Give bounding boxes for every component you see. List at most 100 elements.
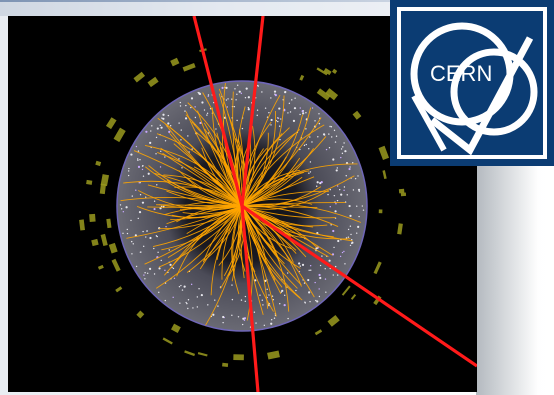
hit-point <box>155 136 158 139</box>
particle-track <box>170 205 243 268</box>
hit-point <box>309 265 312 267</box>
hit-point <box>168 130 171 133</box>
hit-point <box>299 265 302 267</box>
hit-point <box>343 186 346 188</box>
hit-point <box>324 278 327 280</box>
hit-point <box>256 114 258 117</box>
particle-track <box>241 205 290 312</box>
hit-point <box>126 232 129 235</box>
hit-point <box>316 300 319 303</box>
hit-point <box>162 113 165 116</box>
hit-point <box>268 294 270 296</box>
hit-point <box>279 303 281 305</box>
hit-point <box>142 245 145 248</box>
hit-point <box>145 130 148 133</box>
hit-point <box>309 161 312 163</box>
hit-point <box>157 251 159 254</box>
particle-track <box>241 107 312 207</box>
particle-track <box>241 203 362 223</box>
hit-point <box>270 319 273 321</box>
hit-point <box>151 125 153 127</box>
hit-point <box>318 288 320 290</box>
calorimeter-deposit <box>327 314 340 327</box>
calorimeter-deposit <box>352 110 362 120</box>
hit-point <box>294 97 296 99</box>
hit-point <box>131 253 133 255</box>
hit-point <box>281 289 284 292</box>
hit-point <box>299 148 301 151</box>
calorimeter-deposit <box>184 350 196 357</box>
hit-point <box>244 295 247 298</box>
calorimeter-deposit <box>170 57 180 67</box>
hit-point <box>207 95 209 97</box>
calorimeter-deposit <box>113 127 126 143</box>
hit-point <box>276 117 279 119</box>
hit-point <box>321 255 323 257</box>
hit-point <box>140 251 142 253</box>
hit-point <box>226 106 228 108</box>
hit-point <box>264 279 267 282</box>
hit-point <box>278 125 281 127</box>
hit-point <box>238 90 241 93</box>
particle-track <box>164 205 243 276</box>
hit-point <box>206 112 209 115</box>
hit-point <box>180 129 182 131</box>
hit-point <box>324 268 326 270</box>
hit-point <box>259 294 261 296</box>
particle-track <box>167 205 243 259</box>
hit-point <box>247 96 250 99</box>
hit-point <box>212 313 215 316</box>
hit-point <box>165 226 167 228</box>
hit-point <box>287 317 289 320</box>
hit-point <box>161 117 163 119</box>
hit-point <box>288 102 291 105</box>
hit-point <box>362 209 365 211</box>
hit-point <box>184 117 188 120</box>
hit-point <box>318 113 320 115</box>
hit-point <box>184 110 186 112</box>
hit-point <box>357 188 361 191</box>
hit-point <box>122 211 125 213</box>
hit-point <box>241 323 244 326</box>
particle-track <box>241 132 269 207</box>
hit-point <box>141 201 145 204</box>
hit-point <box>237 316 240 318</box>
hit-point <box>320 181 323 184</box>
hit-point <box>138 182 140 184</box>
hit-point <box>286 272 289 274</box>
hit-point <box>345 237 348 239</box>
particle-track <box>123 180 243 207</box>
hit-point <box>284 294 286 297</box>
hit-point <box>335 203 337 205</box>
hit-point <box>329 125 331 128</box>
hit-point <box>253 311 256 313</box>
hit-point <box>318 295 321 298</box>
hit-point <box>185 104 187 107</box>
hit-point <box>200 293 203 297</box>
calorimeter-deposit <box>162 337 173 345</box>
hit-point <box>266 288 268 290</box>
hit-point <box>203 109 206 111</box>
hit-point <box>307 278 310 282</box>
hit-point <box>343 250 345 253</box>
hit-point <box>305 112 307 114</box>
hit-point <box>139 194 142 196</box>
hit-point <box>145 236 147 238</box>
hit-point <box>150 130 152 132</box>
particle-track <box>174 186 243 207</box>
hit-point <box>342 146 344 148</box>
hit-point <box>317 136 319 138</box>
hit-point <box>302 112 305 115</box>
hit-point <box>141 168 144 171</box>
calorimeter-deposit <box>316 67 328 76</box>
hit-point <box>309 171 312 173</box>
hit-point <box>319 276 322 280</box>
hit-point <box>341 251 344 254</box>
hit-point <box>137 217 139 220</box>
hit-point <box>334 141 337 143</box>
hit-point <box>225 99 228 101</box>
calorimeter-deposit <box>91 238 99 247</box>
hit-point <box>351 239 353 241</box>
calorimeter-deposit <box>382 170 387 180</box>
calorimeter-deposit <box>378 145 390 161</box>
